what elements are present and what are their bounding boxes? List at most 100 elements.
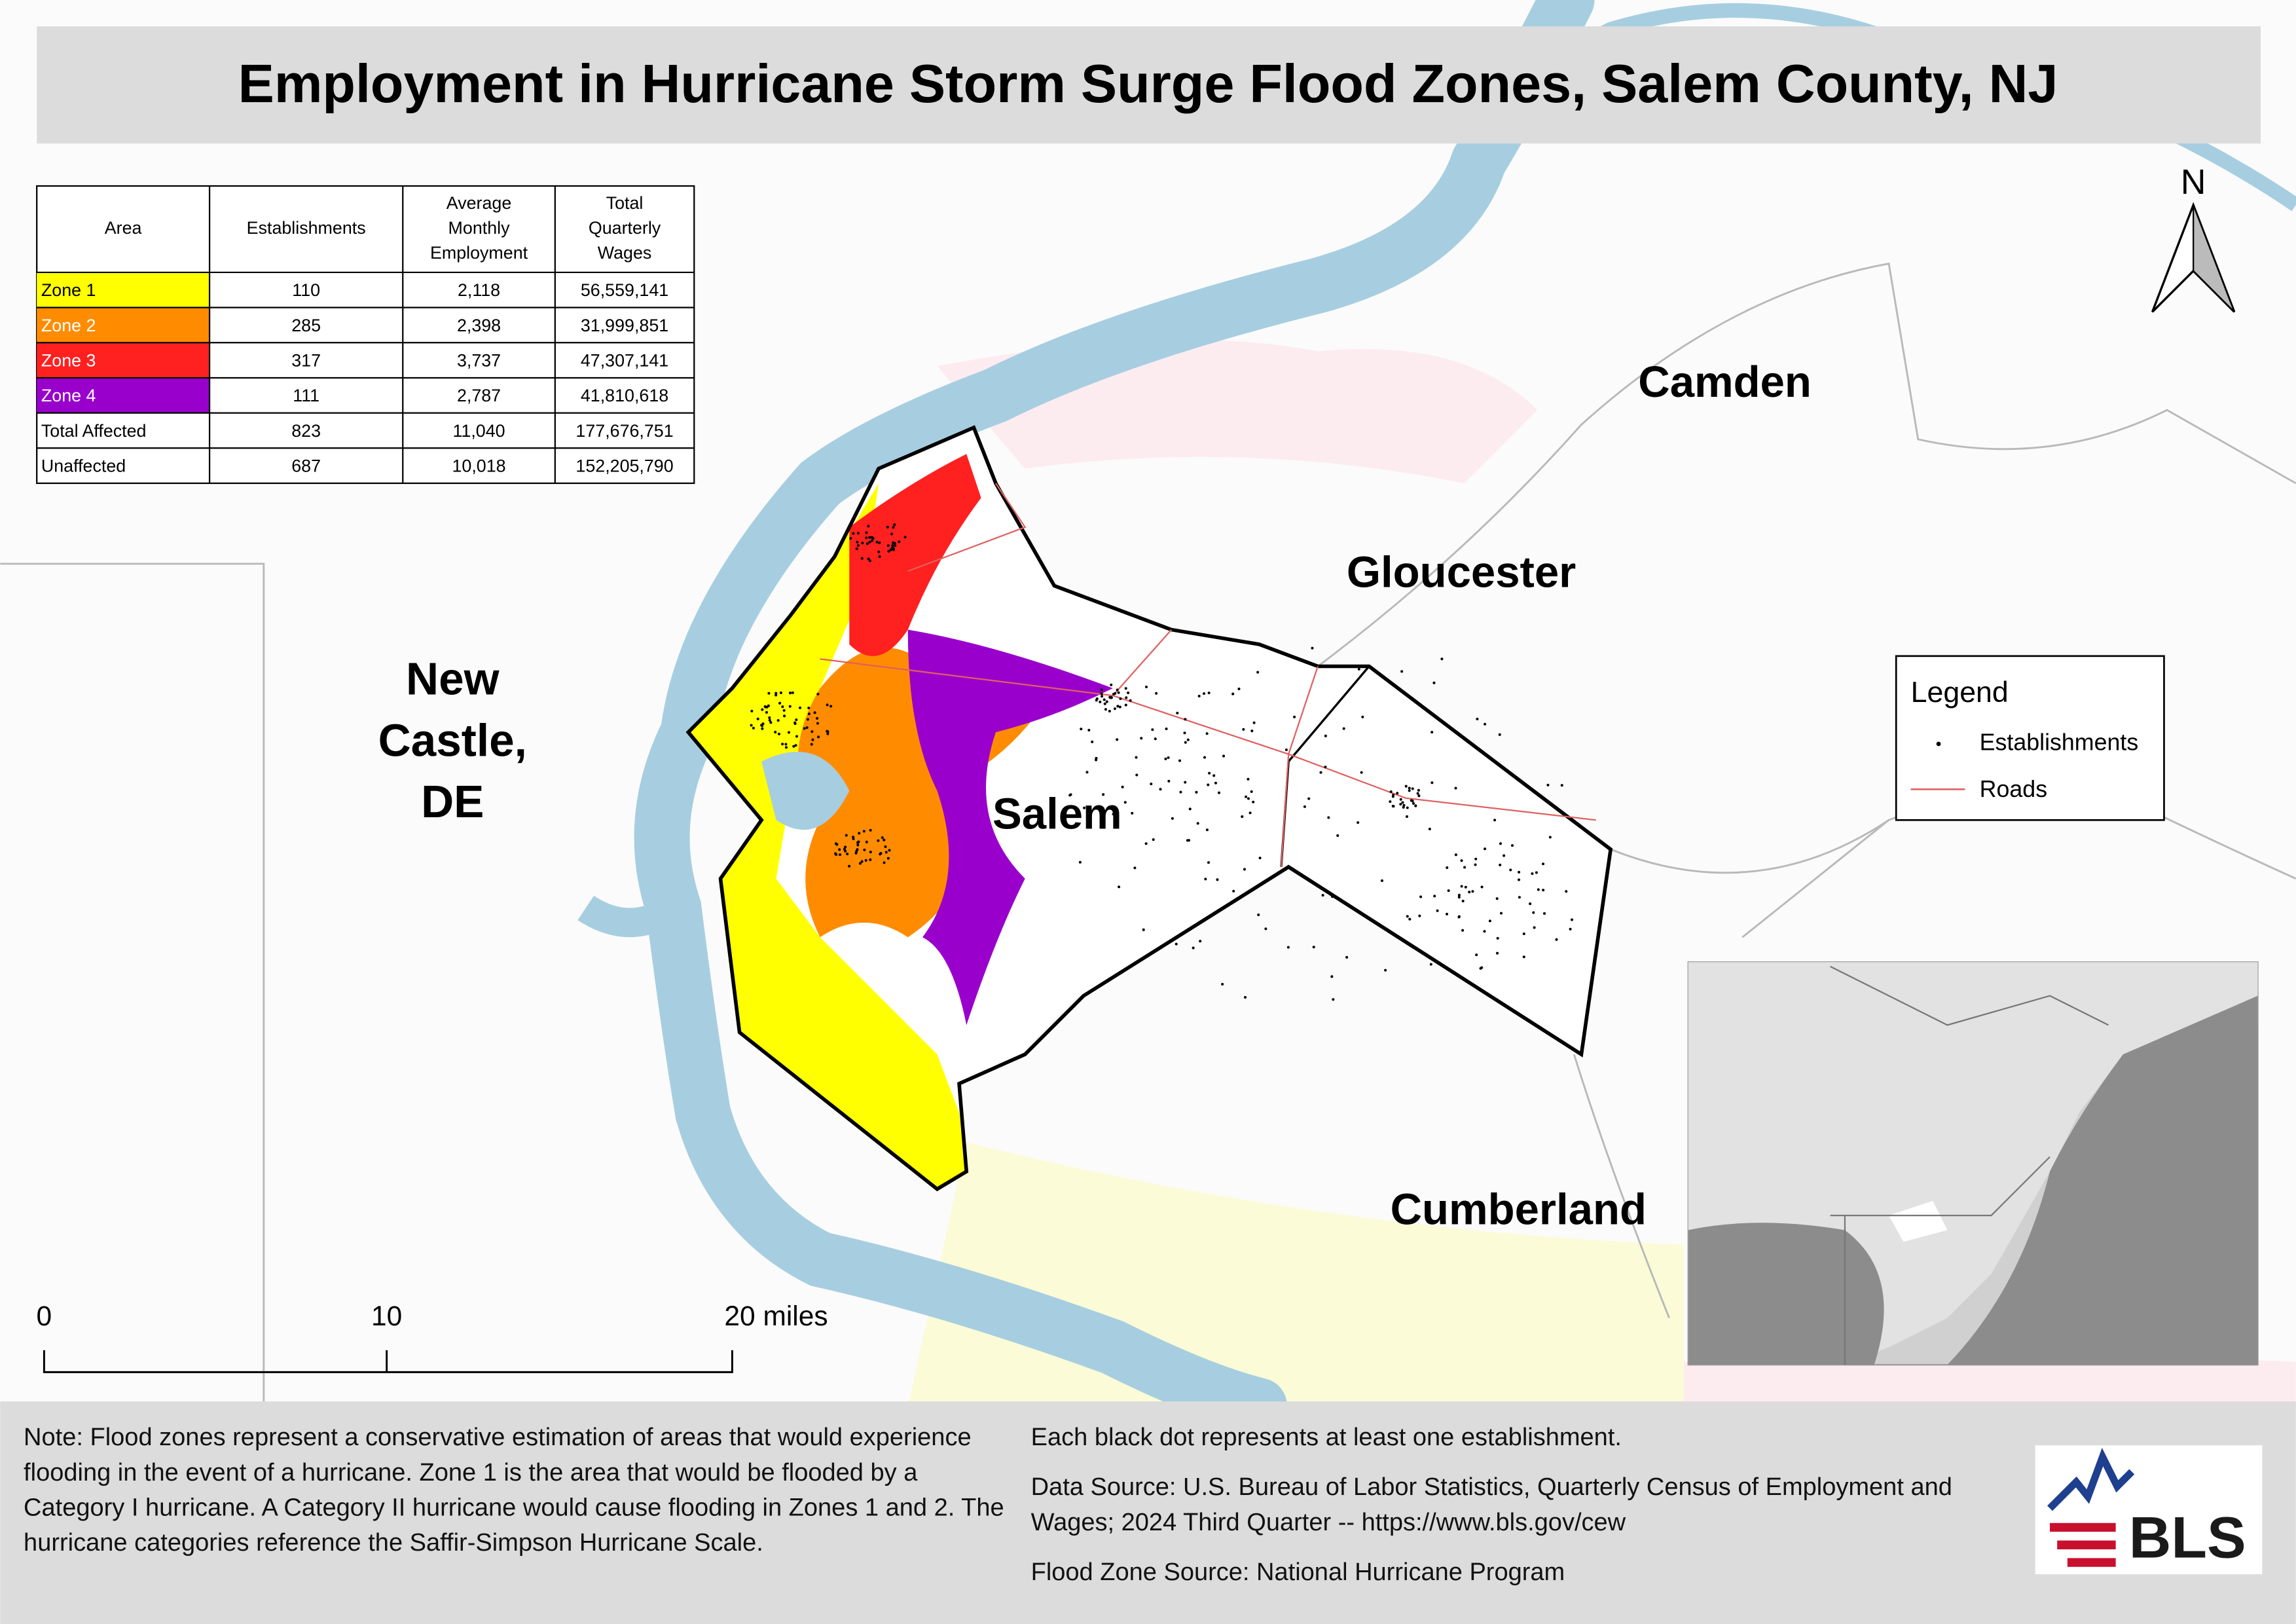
- establishment-dot: [1555, 938, 1558, 941]
- establishment-dot: [798, 706, 802, 709]
- zone-3-area: [849, 454, 981, 656]
- establishment-dot: [893, 523, 896, 526]
- establishment-dot: [1498, 733, 1501, 736]
- establishment-dot: [1142, 928, 1145, 931]
- establishment-dot: [1199, 940, 1202, 943]
- establishment-dot: [1244, 795, 1248, 798]
- establishment-dot: [1461, 929, 1465, 932]
- establishment-dot: [756, 717, 759, 720]
- establishment-dot: [1203, 692, 1206, 695]
- establishment-dot: [856, 532, 860, 535]
- establishment-dot: [1461, 900, 1465, 903]
- establishment-dot: [1529, 902, 1532, 906]
- establishment-dot: [1408, 789, 1411, 792]
- establishment-dot: [1405, 815, 1408, 819]
- establishment-dot: [1396, 792, 1399, 795]
- note-left: Note: Flood zones represent a conservati…: [24, 1423, 1004, 1557]
- table-header: Employment: [430, 243, 528, 263]
- legend-title: Legend: [1911, 676, 2009, 709]
- marsh-water: [761, 751, 850, 830]
- establishment-dot: [1410, 799, 1413, 802]
- establishment-dot: [1402, 805, 1405, 809]
- establishment-dot: [816, 716, 819, 720]
- establishment-dot: [1548, 836, 1552, 839]
- establishment-dot: [794, 744, 797, 747]
- establishment-dot: [1068, 794, 1072, 797]
- county-label: Salem: [993, 790, 1122, 839]
- establishment-dot: [1479, 967, 1482, 970]
- table-cell: 687: [291, 456, 321, 475]
- establishment-dot: [1332, 998, 1335, 1001]
- establishment-dot: [783, 714, 786, 718]
- establishment-dot: [781, 705, 784, 709]
- establishment-dot: [1243, 995, 1247, 999]
- establishment-dot: [1576, 822, 1580, 826]
- establishment-dot: [1546, 783, 1550, 786]
- establishment-dot: [750, 709, 754, 712]
- establishment-dot: [795, 718, 798, 722]
- establishment-dot: [1258, 857, 1262, 860]
- note-right-box: Each black dot represents at least one e…: [1030, 1423, 1952, 1586]
- establishment-dot: [1151, 728, 1154, 731]
- establishment-dot: [1184, 741, 1187, 744]
- establishment-dot: [1118, 705, 1121, 709]
- table-cell: Zone 3: [41, 350, 96, 370]
- establishment-dot: [767, 704, 770, 707]
- establishment-dot: [1330, 975, 1334, 978]
- establishment-dot: [1221, 982, 1224, 986]
- establishment-dot: [855, 850, 858, 853]
- establishment-dot: [795, 735, 799, 738]
- establishment-dot: [890, 548, 893, 551]
- establishment-dot: [1457, 915, 1461, 919]
- establishment-dot: [1176, 711, 1179, 714]
- establishment-dot: [1205, 732, 1209, 735]
- establishment-dot: [1380, 879, 1383, 882]
- establishment-dot: [1408, 917, 1412, 921]
- legend-item: Establishments: [1980, 729, 2139, 755]
- establishment-dot: [883, 861, 886, 864]
- establishment-dot: [1183, 731, 1186, 735]
- establishment-dot: [1404, 784, 1408, 788]
- establishment-dot: [768, 716, 771, 719]
- establishment-dot: [1178, 759, 1182, 762]
- establishment-dot: [1099, 700, 1102, 703]
- establishment-dot: [813, 711, 816, 714]
- establishment-dot: [1331, 895, 1334, 898]
- establishment-dot: [1123, 801, 1127, 804]
- establishment-dot: [1250, 790, 1253, 793]
- establishment-dot: [1116, 688, 1119, 692]
- establishment-dot: [1440, 657, 1444, 661]
- establishment-dot: [761, 722, 765, 726]
- establishment-dot: [858, 862, 862, 865]
- establishment-dot: [1108, 710, 1111, 713]
- zone-1-area: [688, 483, 967, 1189]
- note-line: Each black dot represents at least one e…: [1030, 1423, 1622, 1452]
- establishment-dot: [881, 836, 884, 840]
- title-bar: [37, 26, 2261, 144]
- establishment-dot: [1208, 771, 1211, 775]
- establishment-dot: [1463, 866, 1467, 869]
- establishment-dot: [1460, 885, 1463, 888]
- establishment-dot: [865, 536, 868, 540]
- establishment-dot: [864, 858, 867, 862]
- establishment-dot: [1400, 670, 1404, 673]
- establishment-dot: [1175, 942, 1178, 946]
- establishment-dot: [1493, 819, 1497, 822]
- scale-label: 0: [37, 1301, 52, 1332]
- establishment-dot: [834, 852, 837, 855]
- establishment-dot: [793, 721, 797, 724]
- establishment-dot: [1537, 888, 1540, 891]
- establishment-dot: [892, 541, 895, 544]
- logo-box: [2035, 1445, 2263, 1574]
- legend-dot: [1936, 741, 1941, 747]
- establishment-dot: [1499, 912, 1503, 915]
- table-cell: 317: [291, 350, 321, 370]
- establishments: [750, 523, 1580, 1001]
- establishment-dot: [1252, 800, 1255, 803]
- establishment-dot: [890, 532, 894, 536]
- establishment-dot: [1087, 813, 1090, 817]
- table-cell: 285: [291, 316, 321, 335]
- establishment-dot: [1085, 771, 1089, 774]
- north-label: N: [2181, 162, 2206, 202]
